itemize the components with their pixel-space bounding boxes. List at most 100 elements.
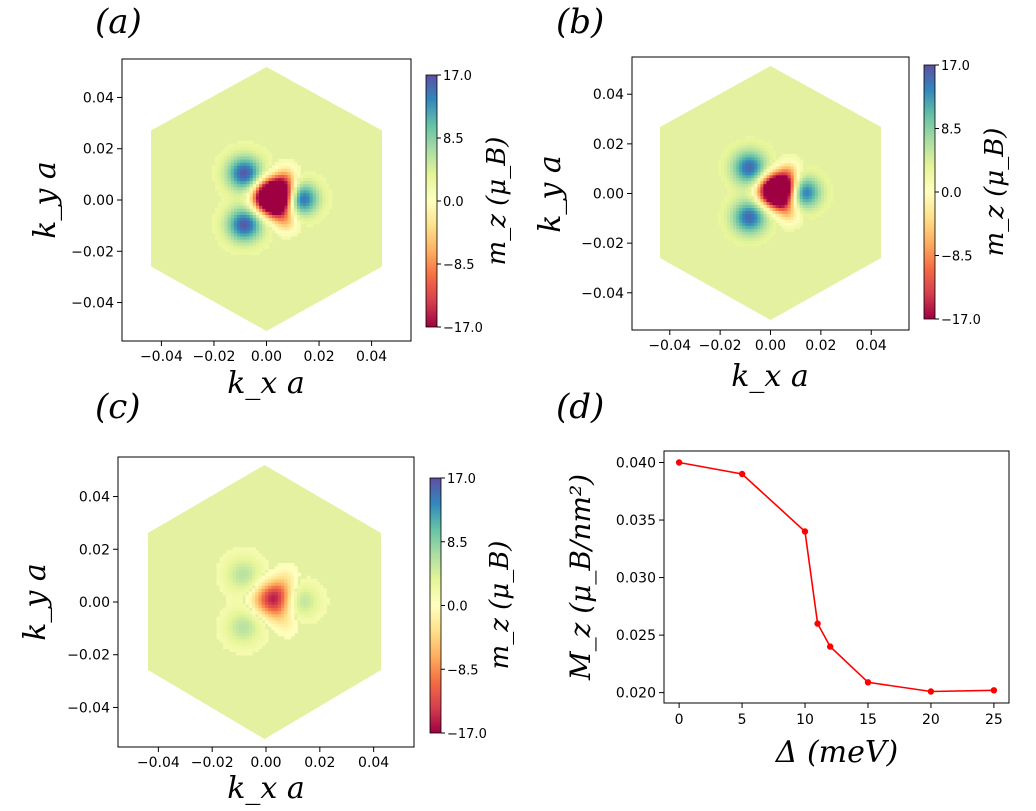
heatmap-cell [278,205,282,209]
heatmap-cell [278,180,282,185]
heatmap-cell [733,162,737,167]
heatmap-cell [274,610,279,615]
heatmap-cell [261,632,266,637]
heatmap-cell [239,559,243,564]
heatmap-cell [237,242,241,246]
heatmap-cell [249,168,254,172]
colorbar [425,74,438,328]
heatmap-cell [742,207,746,211]
heatmap-cell [727,219,731,223]
x-tick-label: 20 [922,712,940,728]
heatmap-cell [799,213,804,217]
heatmap-cell [281,162,285,166]
heatmap-cell [742,162,746,167]
heatmap-cell [754,177,758,182]
heatmap-cell [230,189,235,194]
heatmap-cell [724,222,728,226]
heatmap-cell [211,171,216,175]
heatmap-cell [249,152,254,157]
heatmap-cell [277,626,282,631]
heatmap-cell [230,226,235,231]
heatmap-cell [243,232,248,237]
heatmap-cell [322,214,326,219]
heatmap-cell [820,204,825,208]
heatmap-cell [718,162,722,167]
heatmap-cell [284,174,289,179]
heatmap-cell [754,156,758,161]
heatmap-cell [248,635,253,640]
heatmap-cell [259,168,263,172]
heatmap-cell [742,240,746,244]
heatmap-cell [233,155,238,160]
heatmap-cell [730,195,734,200]
heatmap-cell [262,226,267,231]
heatmap-cell [766,201,771,205]
heatmap-cell [237,143,241,148]
heatmap-cell [748,240,752,244]
heatmap-cell [790,216,795,220]
heatmap-cell [733,183,737,188]
heatmap-cell [233,205,238,209]
y-tick-label: −0.04 [71,296,114,312]
heatmap-cell [265,202,270,206]
heatmap-cell [237,239,241,243]
heatmap-cell [235,642,240,646]
heatmap-cell [817,198,822,203]
heatmap-cell [316,613,321,618]
heatmap-cell [739,210,743,214]
heatmap-cell [262,229,267,234]
heatmap-cell [721,177,725,182]
heatmap-cell [262,208,267,212]
heatmap-cell [778,156,783,161]
heatmap-cell [739,183,743,188]
heatmap-cell [829,195,834,200]
heatmap-cell [781,177,786,182]
heatmap-cell [319,604,324,608]
heatmap-cell [817,213,822,217]
heatmap-cell [796,213,801,217]
heatmap-cell [218,235,222,240]
heatmap-cell [808,216,813,220]
heatmap-cell [303,619,308,624]
heatmap-cell [256,217,260,222]
heatmap-cell [259,223,263,228]
heatmap-cell [778,159,783,164]
heatmap-cell [745,135,749,140]
heatmap-cell [766,210,771,214]
heatmap-cell [255,604,259,608]
heatmap-cell [757,147,761,152]
heatmap-cell [215,174,219,179]
heatmap-cell [268,597,272,602]
heatmap-cell [252,159,257,163]
heatmap-cell [727,180,731,185]
heatmap-cell [232,632,237,637]
heatmap-cell [245,572,250,577]
heatmap-cell [240,226,244,231]
heatmap-cell [290,597,295,602]
heatmap-cell [739,192,743,197]
heatmap-cell [319,214,323,219]
heatmap-cell [226,604,230,608]
heatmap-cell [246,232,251,237]
heatmap-cell [290,211,295,215]
heatmap-cell [754,243,758,247]
heatmap-cell [258,594,263,599]
heatmap-cell [264,613,269,618]
heatmap-cell [793,186,798,191]
heatmap-cell [233,208,238,212]
heatmap-cell [306,220,311,225]
heatmap-cell [278,168,282,172]
heatmap-cell [281,619,285,624]
heatmap-cell [303,177,308,182]
heatmap-cell [769,177,774,182]
heatmap-cell [306,199,311,203]
heatmap-cell [258,572,263,577]
heatmap-cell [235,623,240,627]
heatmap-cell [221,159,226,163]
heatmap-cell [742,150,746,155]
heatmap-cell [742,144,746,149]
heatmap-cell [262,149,267,154]
heatmap-cell [730,156,734,161]
heatmap-cell [274,186,279,191]
heatmap-cell [300,588,305,593]
